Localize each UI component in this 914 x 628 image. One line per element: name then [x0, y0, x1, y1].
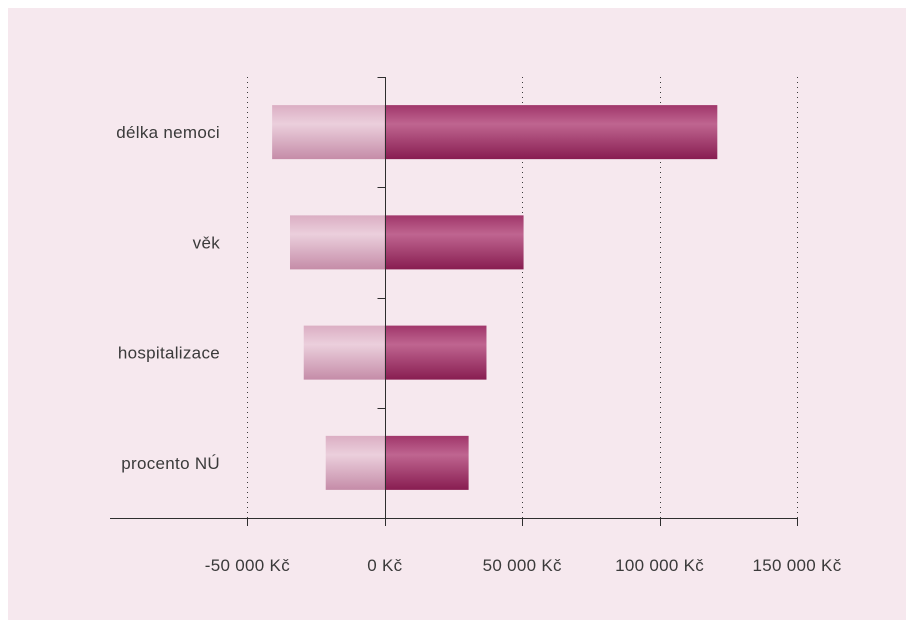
bar-positive-hospitalizace [384, 325, 487, 380]
bar-negative-vek [289, 215, 385, 270]
category-labels: délka nemoci věk hospitalizace procento NÚ [116, 123, 220, 473]
gridlines [247, 77, 798, 518]
chart-background [8, 8, 906, 620]
axes [110, 77, 798, 526]
x-tick-label: 150 000 Kč [752, 556, 841, 575]
x-tick-label: 0 Kč [367, 556, 402, 575]
x-tick-label: 50 000 Kč [483, 556, 562, 575]
bar-positive-vek [384, 215, 524, 270]
category-label-procento-nu: procento NÚ [121, 454, 220, 473]
category-label-delka-nemoci: délka nemoci [116, 123, 220, 142]
bar-positive-delka-nemoci [384, 105, 718, 160]
bars [272, 105, 718, 490]
bar-negative-procento-nu [325, 435, 385, 490]
bar-positive-procento-nu [384, 435, 469, 490]
x-tick-label: 100 000 Kč [615, 556, 704, 575]
x-tick-label: -50 000 Kč [205, 556, 290, 575]
x-tick-labels: -50 000 Kč 0 Kč 50 000 Kč 100 000 Kč 150 000… [205, 556, 842, 575]
category-label-vek: věk [193, 233, 221, 252]
bar-negative-hospitalizace [303, 325, 385, 380]
bar-negative-delka-nemoci [272, 105, 385, 160]
category-label-hospitalizace: hospitalizace [118, 344, 220, 363]
